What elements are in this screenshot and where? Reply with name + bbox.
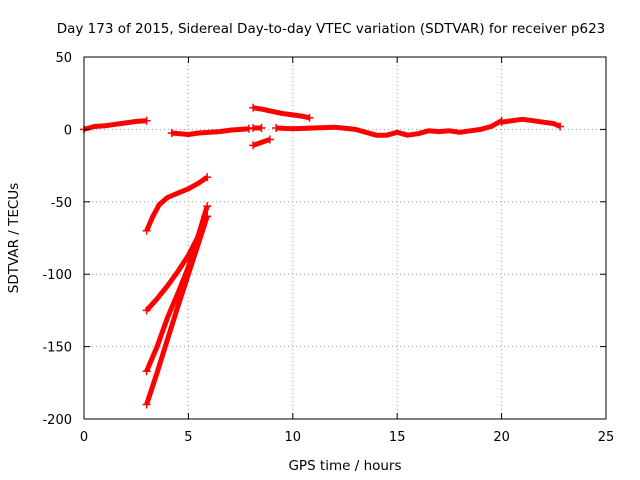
x-tick-label: 0 xyxy=(80,430,88,445)
x-tick-label: 10 xyxy=(285,430,302,445)
y-tick-label: -150 xyxy=(42,341,72,356)
series-arc-7 xyxy=(501,116,562,129)
series-arc-1 xyxy=(83,118,147,132)
chart-title: Day 173 of 2015, Sidereal Day-to-day VTE… xyxy=(57,21,606,37)
series-arc-10 xyxy=(144,205,210,373)
y-tick-label: -50 xyxy=(51,196,72,211)
x-tick-label: 20 xyxy=(493,430,510,445)
series-arc-11 xyxy=(144,215,210,406)
series-arc-5 xyxy=(252,137,271,148)
series-arc-8 xyxy=(144,175,209,232)
y-tick-label: 50 xyxy=(55,51,72,66)
x-tick-label: 15 xyxy=(389,430,406,445)
grid xyxy=(84,57,606,419)
series-arc-6 xyxy=(275,118,503,138)
x-tick-label: 5 xyxy=(184,430,192,445)
y-axis-label: SDTVAR / TECUs xyxy=(6,183,22,293)
y-tick-label: -100 xyxy=(42,268,72,283)
y-tick-label: 0 xyxy=(64,123,72,138)
series-arc-2 xyxy=(171,126,250,137)
data-series xyxy=(80,103,565,409)
x-axis-label: GPS time / hours xyxy=(288,458,401,474)
axis-ticks: 0 5 10 15 20 25 -200 -150 -100 -50 0 50 xyxy=(42,51,614,445)
plot-frame xyxy=(83,56,607,420)
x-tick-label: 25 xyxy=(598,430,615,445)
y-tick-label: -200 xyxy=(42,413,72,428)
series-arc-4 xyxy=(252,105,311,121)
